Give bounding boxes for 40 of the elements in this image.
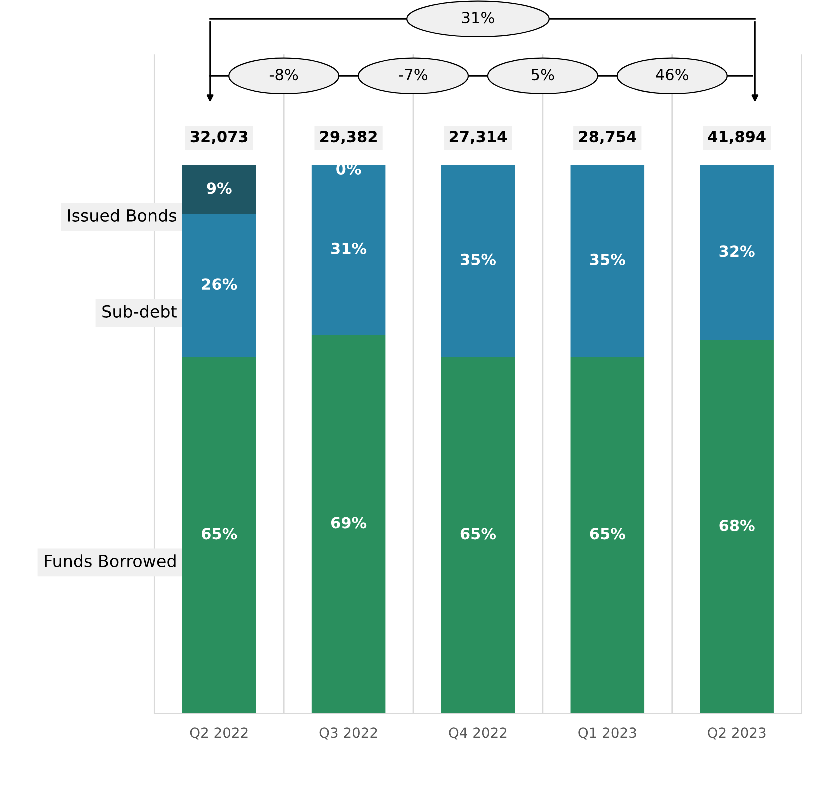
- bar: [700, 165, 774, 341]
- text: 31%: [462, 12, 494, 24]
- text: -7%: [399, 69, 428, 81]
- bar: [441, 357, 516, 714]
- data-label: 31%: [332, 242, 367, 254]
- text: 28,754: [579, 131, 636, 145]
- series-label: Issued Bonds: [68, 209, 176, 222]
- bar: [700, 340, 774, 714]
- bar: [570, 165, 645, 358]
- x-tick-label: Q4 2022: [449, 728, 507, 740]
- text: -8%: [270, 69, 298, 81]
- bar: [182, 165, 256, 214]
- data-label: 68%: [720, 520, 755, 532]
- series-label: Funds Borrowed: [45, 554, 176, 568]
- bar: [182, 214, 256, 358]
- data-label: 9%: [207, 182, 232, 194]
- x-tick-label: Q1 2023: [578, 728, 636, 740]
- x-tick-label: Q2 2023: [708, 728, 766, 740]
- text: 41,894: [708, 131, 766, 145]
- data-label: 26%: [202, 278, 238, 290]
- data-label: 65%: [590, 528, 626, 540]
- text: 29,382: [320, 131, 377, 145]
- bar: [312, 165, 386, 336]
- bar: [182, 357, 256, 714]
- series-label: Sub-debt: [102, 305, 177, 318]
- text: 27,314: [450, 131, 507, 145]
- text: 46%: [656, 69, 688, 81]
- data-label: 35%: [590, 254, 626, 266]
- data-label: 69%: [331, 517, 367, 529]
- data-label: 65%: [202, 528, 238, 540]
- text: 5%: [532, 69, 554, 81]
- x-tick-label: Q2 2022: [190, 728, 248, 740]
- data-label: 35%: [460, 254, 496, 266]
- data-label: 65%: [460, 528, 496, 540]
- bar: [570, 357, 645, 714]
- x-tick-label: Q3 2022: [320, 728, 378, 740]
- text: 32,073: [190, 131, 248, 145]
- data-label: 32%: [720, 246, 755, 258]
- bar: [441, 165, 516, 358]
- bar: [312, 335, 386, 714]
